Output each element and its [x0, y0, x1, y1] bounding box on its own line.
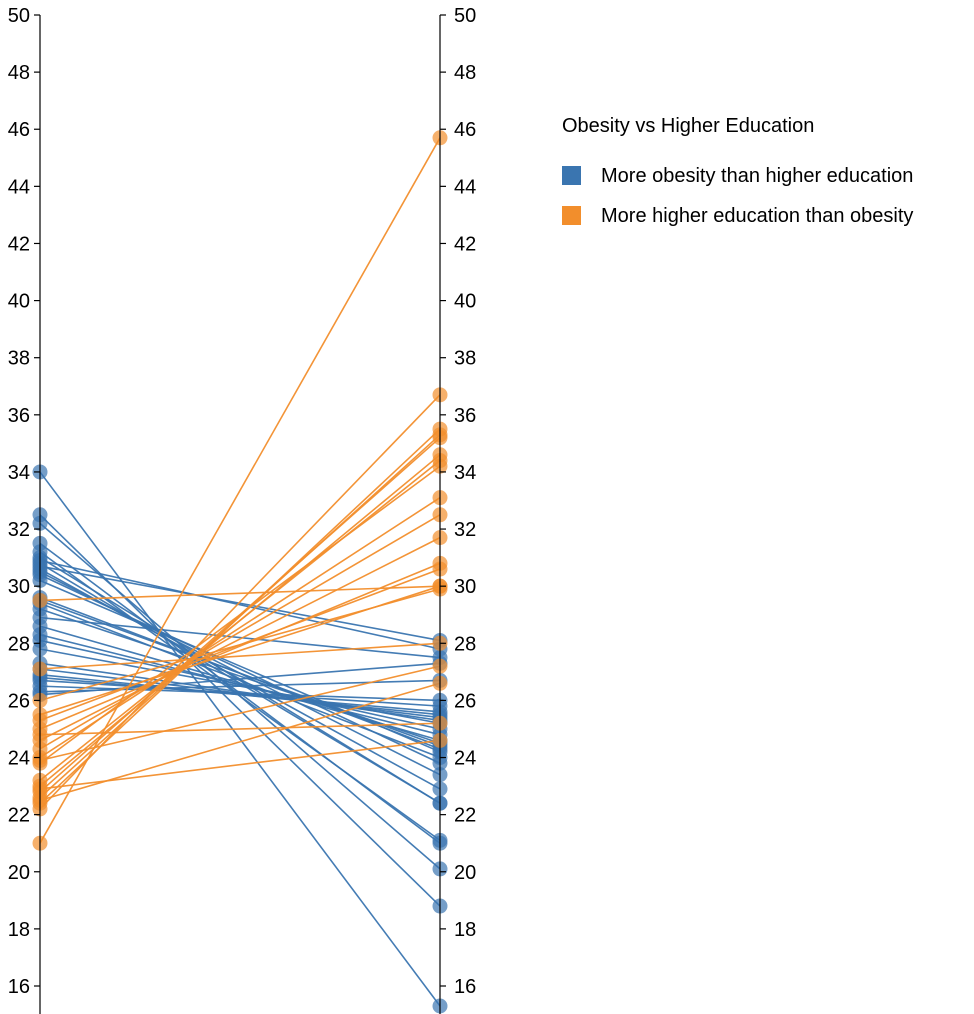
left-axis-tick-label: 42	[8, 233, 30, 255]
slope-line-more-education	[39, 585, 441, 602]
slope-line-more-education	[39, 536, 441, 742]
slope-line-more-education	[39, 562, 441, 730]
right-axis-tick-label: 26	[454, 690, 476, 712]
left-axis-tick-label: 32	[8, 519, 30, 541]
left-axis-tick-label: 22	[8, 805, 30, 827]
slope-line-more-education	[39, 137, 441, 844]
slope-line-more-obesity	[39, 676, 441, 713]
slope-line-more-obesity	[39, 565, 441, 642]
slope-lines	[39, 137, 441, 1007]
slope-line-more-obesity	[39, 471, 441, 1007]
right-axis-tick-label: 36	[454, 405, 476, 427]
right-axis-tick-label: 18	[454, 919, 476, 941]
left-axis-tick-label: 24	[8, 748, 30, 770]
right-axis-tick-label: 20	[454, 862, 476, 884]
left-axis-tick-label: 44	[8, 176, 30, 198]
slope-line-more-obesity	[39, 662, 441, 696]
slope-line-more-education	[39, 665, 441, 762]
right-axis-tick-label: 24	[454, 748, 476, 770]
left-axis-tick-label: 48	[8, 62, 30, 84]
slope-line-more-education	[39, 722, 441, 736]
slope-line-more-obesity	[39, 625, 441, 742]
right-axis-tick-label: 44	[454, 176, 476, 198]
legend-swatch-more-education	[562, 206, 581, 225]
slope-line-more-education	[39, 514, 441, 750]
axes: 16 16 18 18 20 20 22 22 24 24 26 26 28 28 30 30 32 32 34 34…	[8, 5, 476, 1014]
slope-line-more-education	[39, 434, 441, 799]
slope-line-more-education	[39, 588, 441, 702]
left-axis-tick-label: 46	[8, 119, 30, 141]
legend-swatch-more-obesity	[562, 166, 581, 185]
legend-label-more-education: More higher education than obesity	[601, 205, 913, 227]
slope-line-more-education	[39, 459, 441, 782]
left-axis-tick-label: 38	[8, 348, 30, 370]
left-axis-tick-label: 34	[8, 462, 30, 484]
left-axis-tick-label: 36	[8, 405, 30, 427]
legend-title: Obesity vs Higher Education	[562, 115, 814, 137]
slope-line-more-obesity	[39, 662, 441, 722]
right-axis-tick-label: 32	[454, 519, 476, 541]
slope-line-more-education	[39, 642, 441, 670]
left-axis-tick-label: 28	[8, 633, 30, 655]
slope-line-more-obesity	[39, 685, 441, 702]
left-axis-tick-label: 16	[8, 976, 30, 998]
slope-line-more-education	[39, 682, 441, 802]
legend-label-more-obesity: More obesity than higher education	[601, 165, 913, 187]
left-axis-tick-label: 18	[8, 919, 30, 941]
right-axis-tick-label: 40	[454, 291, 476, 313]
slope-line-more-obesity	[39, 639, 441, 730]
right-axis-tick-label: 22	[454, 805, 476, 827]
left-axis-tick-label: 50	[8, 5, 30, 27]
left-axis-tick-label: 26	[8, 690, 30, 712]
right-axis-tick-label: 38	[454, 348, 476, 370]
slope-line-more-obesity	[39, 551, 441, 841]
left-axis-tick-label: 30	[8, 576, 30, 598]
legend: Obesity vs Higher Education More obesity…	[562, 115, 913, 227]
right-axis-tick-label: 28	[454, 633, 476, 655]
slope-line-more-education	[39, 496, 441, 759]
right-axis-tick-label: 42	[454, 233, 476, 255]
slope-line-more-obesity	[39, 602, 441, 759]
right-axis-tick-label: 30	[454, 576, 476, 598]
slope-line-more-education	[39, 739, 441, 790]
left-axis-tick-label: 40	[8, 291, 30, 313]
slope-line-more-obesity	[39, 616, 441, 659]
left-axis-tick-label: 20	[8, 862, 30, 884]
right-axis-tick-label: 46	[454, 119, 476, 141]
right-axis-tick-label: 34	[454, 462, 476, 484]
right-axis-tick-label: 16	[454, 976, 476, 998]
right-axis-tick-label: 50	[454, 5, 476, 27]
slope-line-more-obesity	[39, 559, 441, 650]
right-axis-tick-label: 48	[454, 62, 476, 84]
